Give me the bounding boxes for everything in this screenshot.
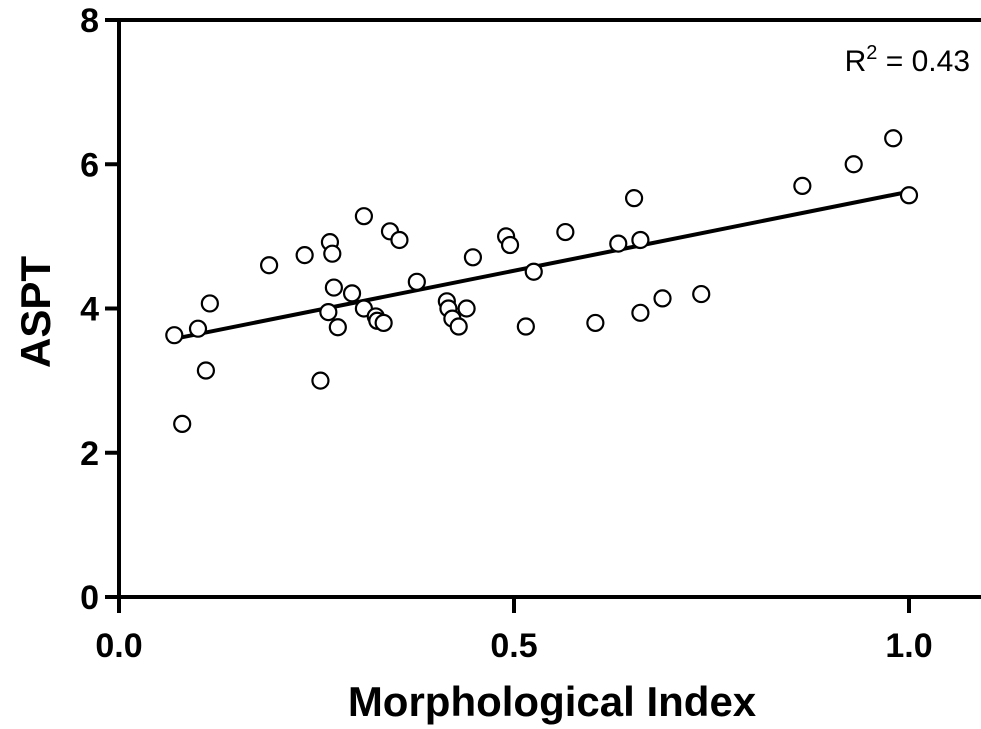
data-point	[899, 186, 919, 205]
data-point	[173, 414, 192, 433]
data-point	[328, 318, 347, 337]
data-point	[188, 319, 208, 338]
y-tick-label: 6	[80, 146, 99, 184]
r-squared-superscript: 2	[866, 42, 877, 64]
data-point	[463, 248, 483, 267]
data-point	[624, 189, 644, 208]
data-point	[407, 272, 426, 291]
x-tick-label: 1.0	[885, 627, 932, 665]
x-tick-label: 0.5	[490, 627, 537, 665]
y-tick-label: 2	[80, 435, 99, 473]
r-squared-annotation: R2 = 0.43	[845, 42, 970, 78]
y-tick-label: 4	[80, 291, 99, 329]
x-tick-label: 0.0	[95, 627, 142, 665]
y-tick-label: 8	[80, 2, 99, 40]
r-squared-letter: R	[845, 45, 867, 78]
data-point	[260, 256, 279, 275]
data-point	[323, 244, 342, 263]
data-point	[196, 361, 215, 380]
regression-line	[173, 189, 910, 341]
data-point	[165, 326, 184, 345]
data-point	[374, 313, 393, 333]
x-axis-title: Morphological Index	[348, 678, 757, 725]
data-point	[354, 207, 373, 226]
data-point	[631, 230, 650, 250]
data-point	[844, 155, 863, 174]
data-point	[457, 299, 476, 318]
data-point	[631, 303, 650, 322]
data-point	[342, 284, 362, 303]
data-point	[516, 317, 535, 336]
data-point	[793, 176, 812, 195]
data-point	[609, 234, 628, 253]
data-point	[311, 371, 330, 390]
data-point	[653, 289, 672, 308]
r-squared-value: = 0.43	[877, 45, 970, 78]
data-point	[200, 294, 219, 313]
y-tick-label: 0	[80, 579, 99, 617]
data-point	[524, 262, 543, 281]
data-point	[586, 313, 605, 333]
data-point	[500, 235, 520, 255]
data-point	[556, 222, 575, 242]
data-point	[449, 317, 468, 336]
data-point	[884, 129, 903, 148]
data-point	[295, 246, 314, 265]
y-axis-title: ASPT	[12, 256, 59, 368]
data-point	[324, 278, 343, 297]
data-point	[390, 230, 409, 250]
data-point	[692, 284, 711, 304]
data-point	[319, 303, 338, 322]
